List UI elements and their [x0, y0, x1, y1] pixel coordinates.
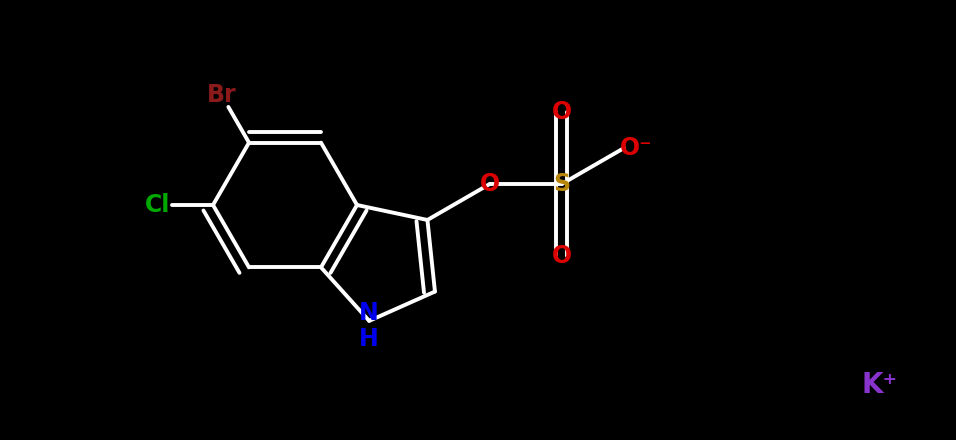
Text: O: O: [552, 244, 572, 268]
Text: O: O: [480, 172, 500, 196]
Text: O⁻: O⁻: [619, 136, 652, 160]
Text: H: H: [359, 327, 379, 351]
Text: S: S: [554, 172, 571, 196]
Text: K⁺: K⁺: [862, 371, 898, 399]
Text: Br: Br: [206, 83, 236, 107]
Text: O: O: [552, 100, 572, 124]
Text: N: N: [359, 301, 379, 325]
Text: Cl: Cl: [145, 193, 171, 217]
